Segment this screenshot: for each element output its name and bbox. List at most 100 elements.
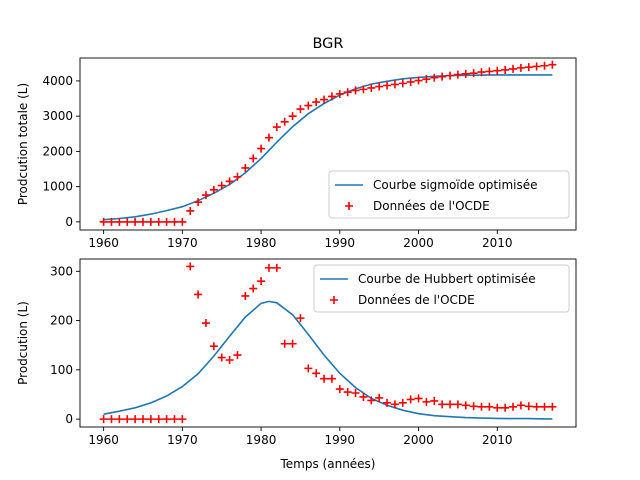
top-data-point [469, 69, 478, 78]
top-data-point [516, 63, 525, 72]
bottom-data-point [493, 403, 502, 412]
bottom-y-tick-label: 0 [65, 412, 73, 426]
bottom-data-point [99, 415, 108, 424]
top-data-point [138, 217, 147, 226]
top-data-point [296, 105, 305, 114]
top-data-point [485, 67, 494, 76]
top-data-point [422, 75, 431, 84]
top-data-point [540, 61, 549, 70]
top-data-point [477, 68, 486, 77]
top-legend: Courbe sigmoïde optimisée Données de l'OC… [328, 170, 570, 219]
bottom-data-point [351, 389, 360, 398]
top-data-point [390, 80, 399, 89]
bottom-data-point [257, 277, 266, 286]
bottom-y-tick-label: 200 [50, 314, 73, 328]
top-legend-label-data: Données de l'OCDE [373, 199, 490, 213]
bottom-data-point [422, 397, 431, 406]
bottom-data-point [406, 395, 415, 404]
top-data-point [217, 181, 226, 190]
bottom-data-point [225, 355, 234, 364]
bottom-data-point [335, 385, 344, 394]
top-panel: 1960 1970 1980 1990 2000 2010 0 1000 2000 3000 400… [16, 57, 577, 250]
top-data-point [257, 144, 266, 153]
bottom-data-point [501, 403, 510, 412]
bottom-data-point [264, 263, 273, 272]
bottom-legend-label-fit: Courbe de Hubbert optimisée [358, 272, 536, 286]
top-y-tick-label: 3000 [42, 109, 73, 123]
bottom-data-point [146, 415, 155, 424]
top-data-point [493, 66, 502, 75]
bottom-data-point [469, 402, 478, 411]
top-x-tick-label: 2010 [482, 236, 513, 250]
top-data-point [312, 98, 321, 107]
bottom-data-point [201, 319, 210, 328]
top-data-point [343, 88, 352, 97]
top-data-point [509, 64, 518, 73]
top-data-point [272, 123, 281, 132]
bottom-legend-label-data: Données de l'OCDE [358, 293, 475, 307]
top-data-point [524, 63, 533, 72]
bottom-data-point [131, 415, 140, 424]
top-data-point [178, 217, 187, 226]
top-data-point [99, 217, 108, 226]
top-data-point [351, 86, 360, 95]
bottom-legend-marker-swatch [330, 296, 338, 304]
top-data-point [383, 81, 392, 90]
top-x-tick-label: 2000 [403, 236, 434, 250]
top-data-point [430, 73, 439, 82]
bottom-x-tick-label: 1960 [88, 433, 119, 447]
bottom-y-tick-label: 100 [50, 363, 73, 377]
top-data-point [280, 117, 289, 126]
bottom-data-point [430, 396, 439, 405]
top-data-point [201, 191, 210, 200]
bottom-data-point [367, 396, 376, 405]
bottom-panel: 1960 1970 1980 1990 2000 2010 0 100 200 300 Prodcu… [16, 258, 577, 471]
top-data-point [186, 206, 195, 215]
top-data-point [264, 133, 273, 142]
top-data-point [446, 71, 455, 80]
top-data-point [327, 92, 336, 101]
top-data-point [320, 95, 329, 104]
bottom-data-point [359, 392, 368, 401]
bottom-x-tick-label: 1970 [167, 433, 198, 447]
bottom-data-point [272, 263, 281, 272]
bottom-data-point [477, 402, 486, 411]
bottom-data-point [312, 369, 321, 378]
bottom-data-point [115, 415, 124, 424]
top-data-point [241, 163, 250, 172]
bottom-data-point [288, 339, 297, 348]
bottom-data-point [194, 290, 203, 299]
bottom-data-point [414, 394, 423, 403]
bottom-data-point [485, 402, 494, 411]
bottom-data-point [249, 284, 258, 293]
top-data-point [359, 85, 368, 94]
top-y-tick-label: 0 [65, 215, 73, 229]
top-data-point [548, 60, 557, 69]
bottom-x-tick-label: 1980 [246, 433, 277, 447]
top-y-tick-label: 2000 [42, 144, 73, 158]
top-data-point [131, 217, 140, 226]
bottom-data-point [390, 400, 399, 409]
figure-title: BGR [312, 36, 343, 52]
bottom-data-point [138, 415, 147, 424]
bottom-data-point [296, 314, 305, 323]
bottom-data-point [461, 401, 470, 410]
top-data-point [170, 217, 179, 226]
bottom-data-point [438, 400, 447, 409]
top-x-tick-label: 1980 [246, 236, 277, 250]
top-x-tick-label: 1960 [88, 236, 119, 250]
top-data-point [375, 82, 384, 91]
top-data-point [154, 217, 163, 226]
bottom-data-point [446, 400, 455, 409]
bottom-data-point [524, 402, 533, 411]
bottom-axes-frame [79, 258, 577, 428]
bottom-legend-box [313, 264, 570, 313]
top-axes-frame [79, 57, 577, 231]
bottom-x-tick-label: 2000 [403, 433, 434, 447]
bottom-data-point [217, 353, 226, 362]
bottom-x-tick-label: 2010 [482, 433, 513, 447]
bottom-data-point [383, 398, 392, 407]
bottom-x-axis-label: Temps (années) [280, 457, 376, 471]
bottom-data-point [107, 415, 116, 424]
top-data-point [194, 198, 203, 207]
